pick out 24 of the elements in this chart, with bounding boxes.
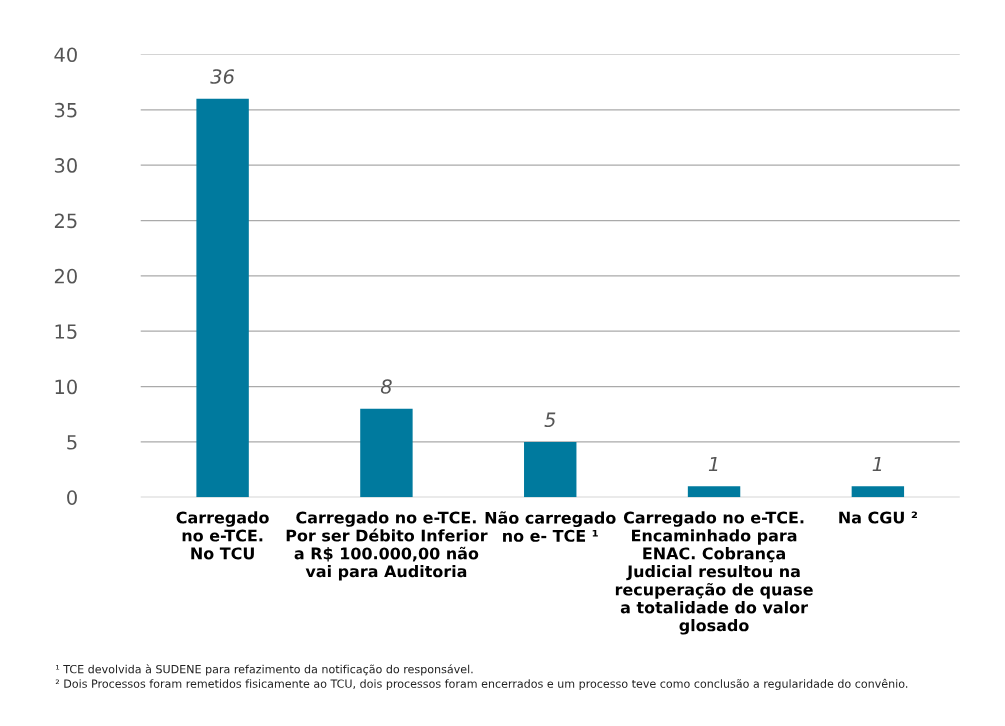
bar xyxy=(851,486,905,498)
x-tick-label: Na CGU ² xyxy=(839,511,917,524)
y-tick-label: 30 xyxy=(54,158,77,173)
text: ² Dois Processos foram remetidos fisicamente ao TCU, dois processos foram encerrados e um processo teve como conclusão a regularidade do convênio. xyxy=(55,678,908,691)
y-tick-label: 40 xyxy=(54,47,77,63)
y-tick-label: 0 xyxy=(67,490,77,505)
text: ¹ TCE devolvida à SUDENE para refazimento da notificação do responsável. xyxy=(56,664,473,676)
x-tick-label: Carregado no e-TCE. Encaminhado para ENAC. Cobrança Judicial resultou na recuperação de quase a totalidade do valor glosado xyxy=(615,511,813,635)
y-tick-label: 35 xyxy=(54,102,77,118)
bar xyxy=(360,408,413,498)
y-tick-label: 10 xyxy=(55,379,77,395)
bar xyxy=(687,486,741,498)
y-tick-label: 5 xyxy=(67,435,77,450)
y-tick-label: 15 xyxy=(55,324,77,339)
data-label: 36 xyxy=(210,69,235,84)
x-tick-label: Carregado no e-TCE. No TCU xyxy=(176,511,269,560)
data-label: 8 xyxy=(380,379,392,394)
bar xyxy=(196,98,249,498)
data-label: 1 xyxy=(872,456,882,472)
bar xyxy=(524,441,577,498)
y-tick-label: 20 xyxy=(54,268,77,284)
y-tick-label: 25 xyxy=(54,213,77,229)
data-label: 5 xyxy=(544,412,556,428)
data-label: 1 xyxy=(708,456,718,472)
